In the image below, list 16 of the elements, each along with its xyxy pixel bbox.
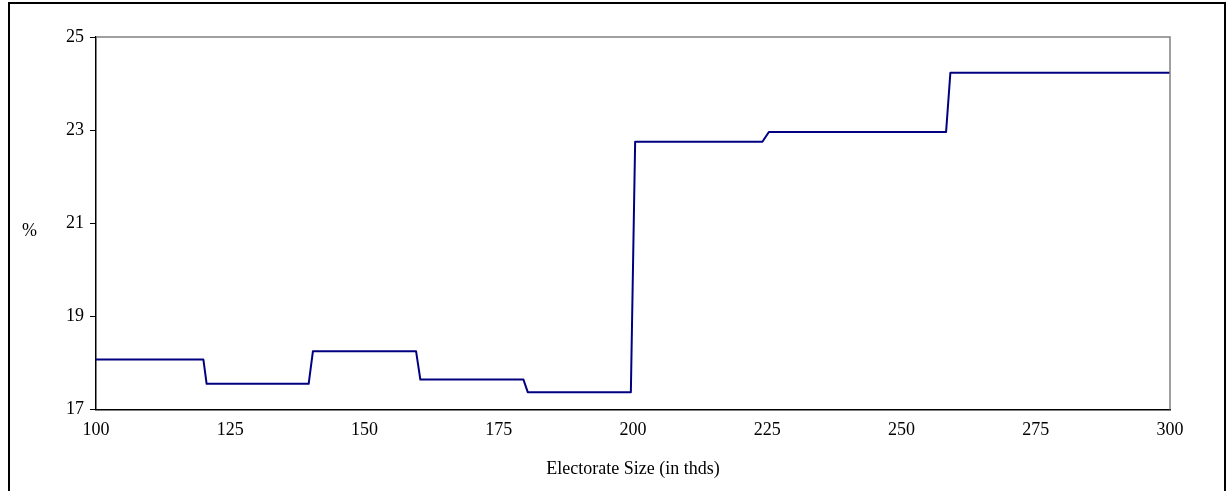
x-tick-label: 225	[753, 418, 781, 439]
x-tick-label: 200	[619, 418, 647, 439]
y-tick-label: 25	[66, 25, 84, 46]
x-tick-label: 125	[216, 418, 244, 439]
x-axis-title: Electorate Size (in thds)	[545, 458, 721, 479]
y-tick-label: 21	[66, 211, 84, 232]
x-tick-label: 300	[1156, 418, 1184, 439]
x-tick-label: 275	[1022, 418, 1050, 439]
x-tick-label: 175	[485, 418, 513, 439]
x-tick-label: 150	[351, 418, 378, 439]
x-tick-label: 250	[888, 418, 915, 439]
x-tick-label: 100	[82, 418, 110, 439]
y-tick-label: 17	[66, 398, 84, 419]
y-tick-label: 19	[66, 305, 84, 326]
y-axis-title: %	[22, 220, 37, 241]
y-tick-label: 23	[66, 118, 84, 139]
